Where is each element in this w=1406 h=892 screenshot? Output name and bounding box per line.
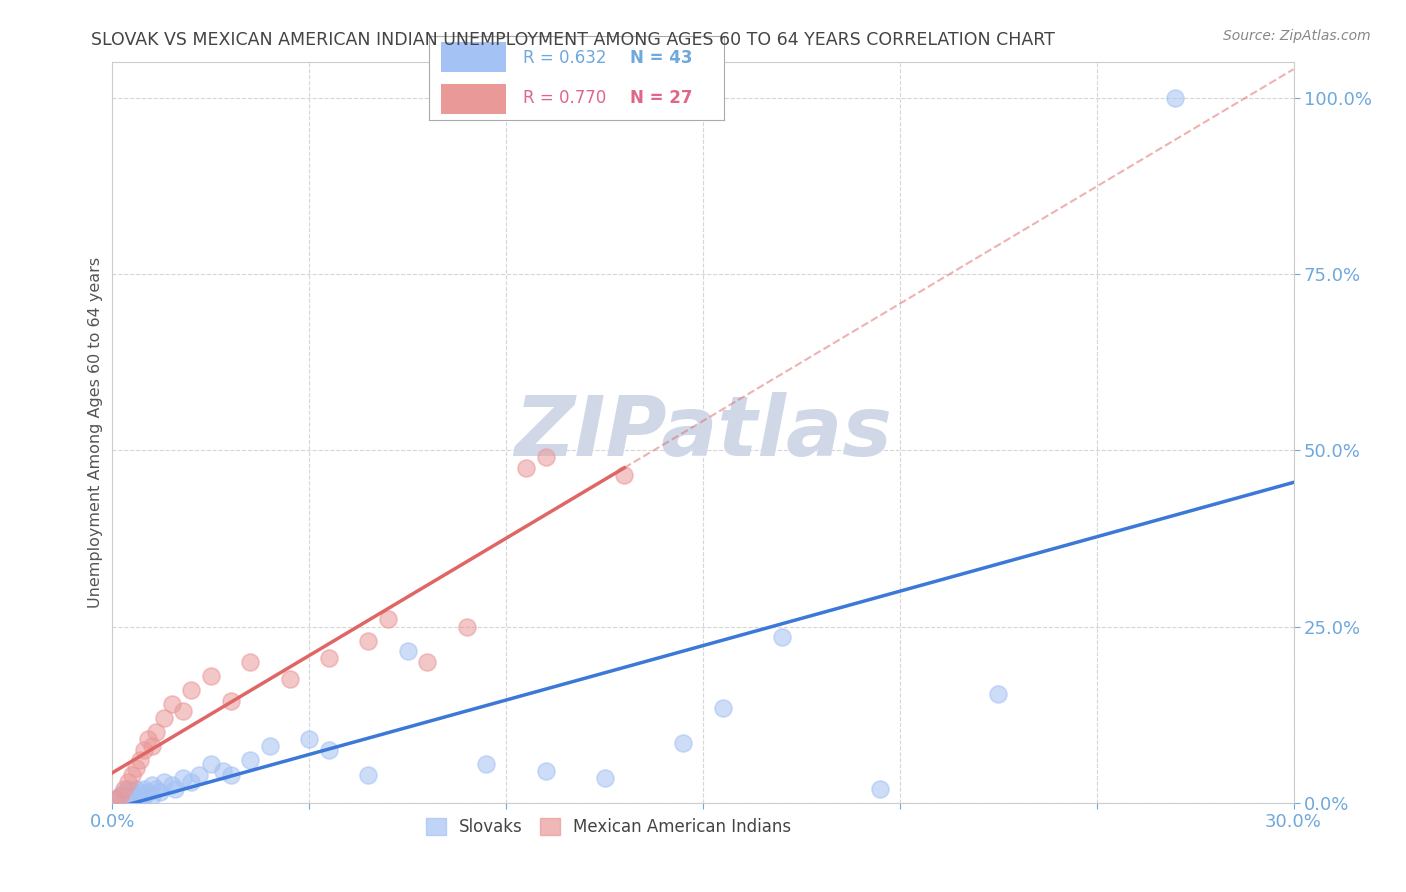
Point (165, 781, 187, 796)
Point (121, 785, 143, 799)
Text: R = 0.770: R = 0.770 (523, 89, 606, 107)
Point (112, 792, 135, 806)
Point (593, 771, 616, 785)
Point (172, 771, 194, 785)
Point (160, 697, 183, 711)
Point (141, 789, 163, 803)
Point (456, 619, 478, 633)
Point (180, 774, 202, 789)
Point (219, 693, 242, 707)
Point (239, 754, 262, 768)
Point (125, 789, 148, 803)
Point (357, 633, 380, 648)
Point (112, 785, 135, 799)
Point (396, 644, 419, 658)
Point (534, 450, 557, 465)
Text: ZIPatlas: ZIPatlas (515, 392, 891, 473)
Point (152, 774, 174, 789)
Point (239, 655, 262, 669)
Text: SLOVAK VS MEXICAN AMERICAN INDIAN UNEMPLOYMENT AMONG AGES 60 TO 64 YEARS CORRELA: SLOVAK VS MEXICAN AMERICAN INDIAN UNEMPL… (91, 31, 1056, 49)
Point (278, 673, 301, 687)
FancyBboxPatch shape (440, 43, 506, 72)
Text: R = 0.632: R = 0.632 (523, 49, 607, 67)
Point (136, 785, 159, 799)
Point (357, 767, 380, 781)
Point (160, 778, 183, 792)
Point (869, 781, 891, 796)
Point (117, 789, 139, 803)
Point (132, 789, 155, 803)
Y-axis label: Unemployment Among Ages 60 to 64 years: Unemployment Among Ages 60 to 64 years (89, 257, 103, 608)
Point (534, 764, 557, 778)
Point (770, 630, 793, 644)
Point (188, 767, 211, 781)
Point (180, 683, 202, 698)
Point (152, 711, 174, 725)
Point (117, 781, 139, 796)
Point (141, 778, 163, 792)
Point (416, 655, 439, 669)
Point (298, 732, 321, 747)
Point (318, 743, 340, 757)
Point (219, 767, 242, 781)
Point (129, 789, 152, 803)
Point (259, 739, 281, 754)
Legend: Slovaks, Mexican American Indians: Slovaks, Mexican American Indians (419, 811, 797, 843)
Point (136, 732, 159, 747)
Point (121, 792, 143, 806)
Point (141, 739, 163, 754)
Point (318, 651, 340, 665)
Point (211, 764, 233, 778)
Point (121, 767, 143, 781)
Point (711, 700, 734, 714)
Point (129, 754, 152, 768)
Point (125, 760, 148, 774)
FancyBboxPatch shape (440, 84, 506, 113)
Point (105, 792, 128, 806)
Point (149, 785, 172, 799)
Point (129, 785, 152, 799)
Point (110, 789, 132, 803)
Text: N = 43: N = 43 (630, 49, 692, 67)
Point (145, 725, 167, 739)
Point (110, 789, 132, 803)
Point (105, 792, 128, 806)
Point (200, 669, 222, 683)
Point (515, 461, 537, 475)
Point (987, 686, 1010, 700)
Point (117, 774, 139, 789)
Point (200, 757, 222, 772)
Point (377, 612, 399, 626)
Point (145, 781, 167, 796)
Point (112, 781, 135, 796)
Text: N = 27: N = 27 (630, 89, 692, 107)
Point (132, 743, 155, 757)
Point (613, 467, 636, 482)
Point (172, 704, 194, 718)
Point (125, 781, 148, 796)
Text: Source: ZipAtlas.com: Source: ZipAtlas.com (1223, 29, 1371, 43)
Point (132, 781, 155, 796)
Point (475, 757, 498, 772)
Point (672, 736, 695, 750)
Point (1164, 91, 1187, 105)
